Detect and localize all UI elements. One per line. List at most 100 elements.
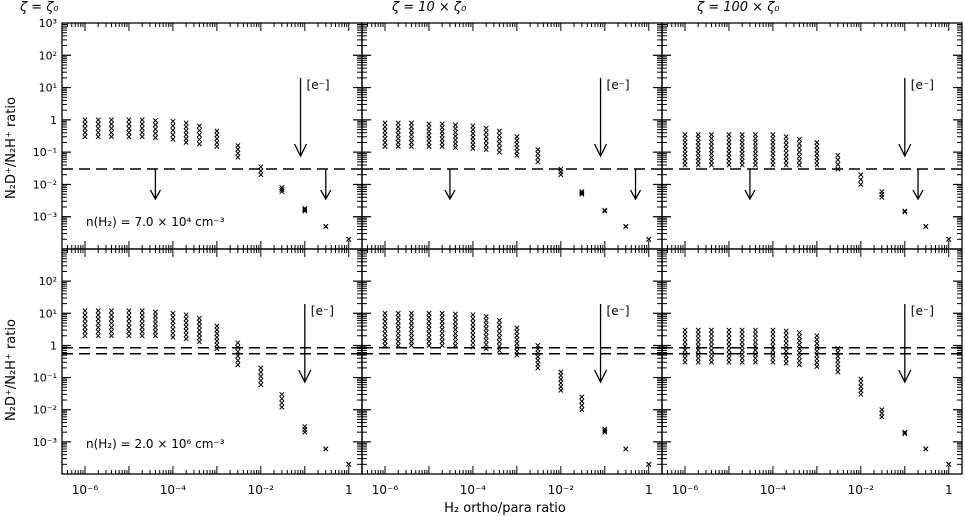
data-point: [783, 146, 789, 152]
data-point: [82, 320, 88, 326]
data-point: [470, 328, 476, 334]
data-point: [858, 172, 864, 178]
data-point: [902, 429, 908, 435]
panel-r1-c1: 10⁻⁶ 10⁻⁴ 10⁻² 1 [e⁻]: [361, 248, 663, 497]
data-point: [395, 143, 401, 150]
data-point: [783, 158, 789, 164]
y-tick-label: 10⁻²: [33, 178, 57, 191]
data-point: [426, 330, 432, 336]
x-tick-label: 10⁻⁴: [160, 483, 187, 497]
data-point: [82, 125, 88, 131]
data-point: [739, 154, 745, 160]
data-point: [152, 333, 158, 339]
data-point: [726, 355, 732, 361]
data-point: [814, 360, 820, 366]
data-point: [796, 350, 802, 356]
data-point: [752, 143, 758, 149]
data-point: [95, 312, 101, 318]
data-point: [708, 335, 715, 341]
data-point: [82, 134, 88, 140]
data-point: [126, 320, 132, 326]
x-tick-label: 10⁻⁴: [460, 483, 487, 497]
data-point: [623, 446, 629, 452]
data-point: [695, 147, 701, 153]
data-point: [739, 135, 745, 141]
data-point: [183, 336, 189, 342]
panel-r0-c0: 10⁻³ 10⁻² 10⁻¹ 1 10¹ 10² 10³ [e⁻]: [33, 17, 363, 250]
data-point: [514, 337, 520, 343]
data-point: [770, 343, 776, 349]
data-point: [708, 139, 715, 145]
data-point: [170, 136, 176, 142]
data-point: [395, 136, 401, 142]
data-point: [483, 333, 489, 340]
data-point: [439, 125, 445, 131]
data-point: [879, 189, 885, 195]
data-point: [739, 151, 745, 157]
data-point: [496, 136, 502, 143]
data-point: [395, 124, 401, 130]
data-point: [139, 320, 145, 326]
data-point: [439, 128, 445, 134]
data-point: [139, 117, 145, 123]
data-point: [196, 127, 202, 133]
data-point: [682, 135, 688, 141]
data-point: [408, 310, 415, 316]
data-point: [139, 316, 145, 322]
data-point: [739, 132, 745, 138]
data-point: [258, 365, 264, 371]
data-point: [95, 333, 101, 339]
data-point: [814, 344, 820, 350]
data-point: [708, 162, 715, 168]
data-point: [108, 125, 115, 131]
data-point: [814, 340, 820, 347]
data-point: [496, 128, 502, 134]
data-point: [858, 380, 864, 386]
data-point: [708, 331, 715, 337]
data-point: [408, 124, 415, 130]
data-point: [408, 136, 415, 142]
data-point: [152, 130, 158, 136]
data-point: [770, 162, 776, 168]
y-tick-label: 1: [50, 114, 57, 127]
data-point: [783, 134, 789, 140]
data-point: [496, 326, 502, 332]
electron-arrowhead: [293, 143, 308, 158]
data-point: [623, 223, 629, 229]
y-tick-label: 10²: [39, 275, 57, 288]
data-point: [602, 207, 608, 213]
data-point: [139, 324, 145, 330]
data-point: [439, 342, 445, 348]
data-point: [126, 316, 132, 322]
data-point: [395, 132, 401, 138]
data-point: [382, 334, 388, 340]
data-point: [483, 142, 489, 148]
data-point: [514, 137, 520, 143]
data-point: [279, 396, 285, 402]
data-point: [739, 355, 745, 361]
data-point: [739, 339, 745, 345]
data-point: [514, 329, 520, 335]
data-point: [470, 344, 476, 350]
data-point: [95, 117, 101, 123]
data-point: [439, 338, 445, 344]
data-point: [108, 316, 115, 322]
data-point: [439, 143, 445, 150]
data-point: [258, 164, 264, 170]
data-point: [279, 185, 285, 191]
data-point: [796, 334, 802, 340]
data-point: [152, 309, 158, 315]
x-tick-label: 10⁻⁶: [372, 483, 399, 497]
data-point: [682, 147, 688, 153]
data-point: [535, 354, 541, 360]
data-point: [139, 333, 145, 339]
data-point: [258, 172, 264, 178]
data-point: [496, 149, 502, 155]
data-point: [214, 334, 220, 340]
data-point: [126, 329, 132, 335]
data-point: [382, 310, 388, 316]
data-point: [196, 323, 202, 329]
data-point: [258, 373, 264, 379]
data-point: [739, 351, 745, 357]
data-point: [682, 359, 688, 365]
